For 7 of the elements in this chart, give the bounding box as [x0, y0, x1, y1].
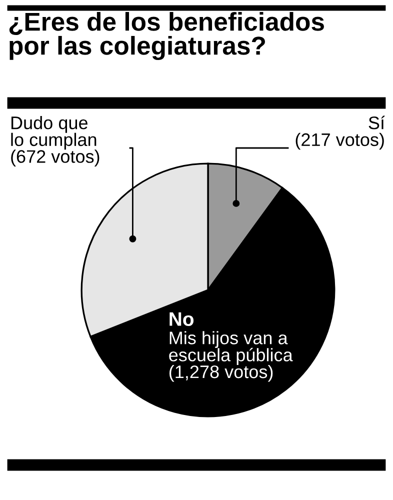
slice-label: Sí	[368, 116, 385, 130]
data-label: (1,278 votos)	[169, 364, 273, 382]
slice-label: Dudo que lo cumplan	[11, 116, 96, 150]
slice-label: No Mis hijos van a escuela pública	[169, 312, 293, 365]
data-label: (672 votos)	[11, 150, 100, 166]
chart-title: ¿Eres de los beneficiados por las colegiaturas?	[9, 12, 324, 60]
data-label: (217 votos)	[296, 132, 384, 150]
